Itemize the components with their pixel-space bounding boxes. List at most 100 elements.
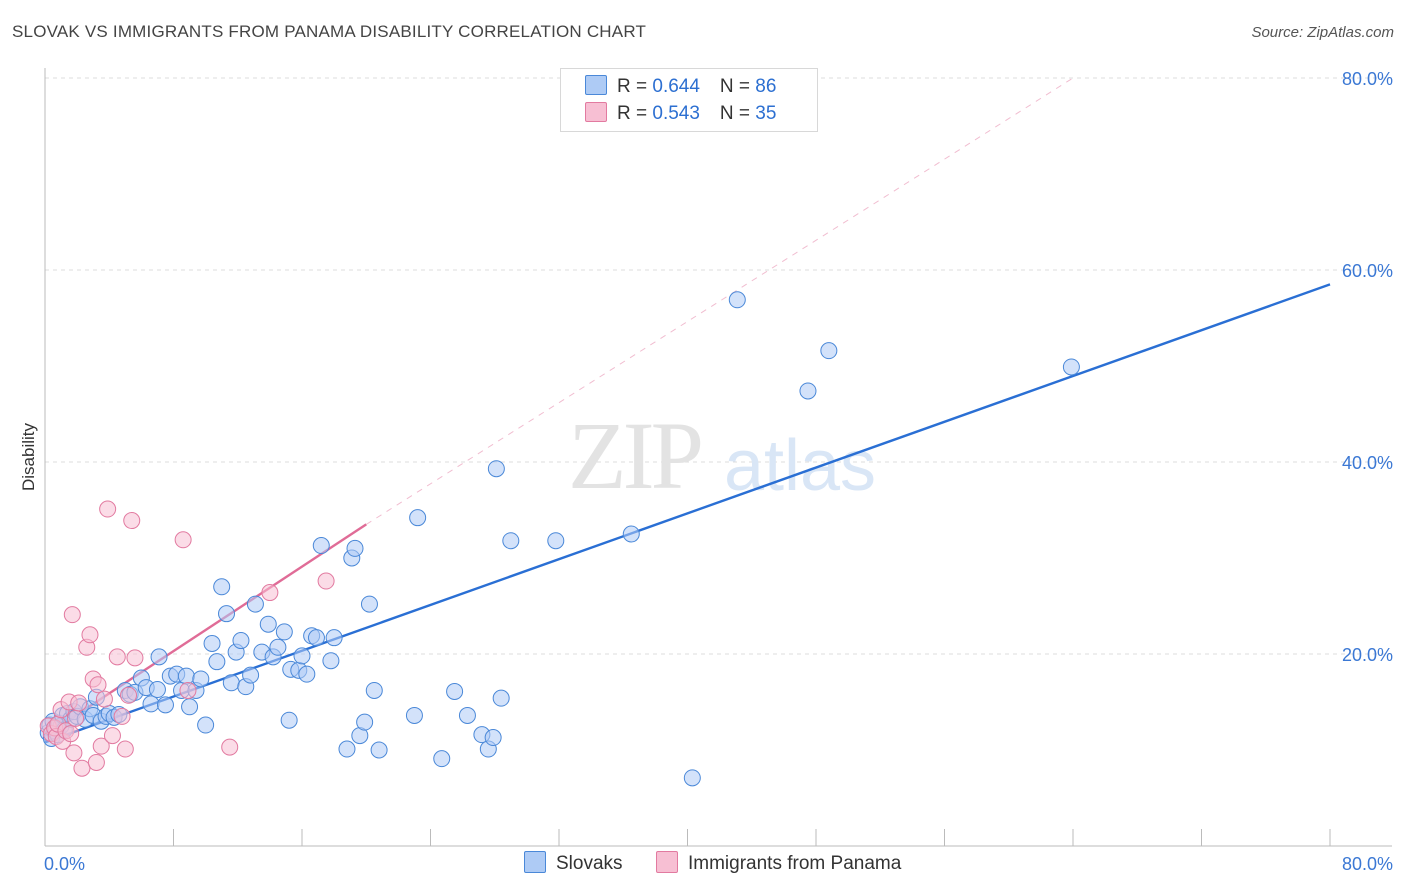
data-point-slovaks [365,681,383,699]
data-point-slovaks [269,638,287,656]
data-point-slovaks [150,648,168,666]
legend-r-value: 0.543 [652,103,700,124]
legend-n-label: N = [719,103,756,124]
data-point-slovaks [203,634,221,652]
data-point-slovaks [312,537,330,555]
data-point-slovaks [280,711,298,729]
data-point-panama [89,676,107,694]
x-tick-label: 80.0% [1342,854,1393,874]
data-point-slovaks [232,632,250,650]
stats-legend: R = 0.644 N = 86 R = 0.543 N = 35 [560,68,818,132]
data-point-slovaks [405,706,423,724]
data-point-slovaks [458,706,476,724]
data-point-slovaks [360,595,378,613]
data-point-panama [81,626,99,644]
data-point-panama [317,572,335,590]
trendline-slovaks [44,283,1331,744]
y-axis-label: Disability [19,422,38,491]
data-point-panama [103,727,121,745]
data-point-panama [99,500,117,518]
data-point-slovaks [547,532,565,550]
data-point-slovaks [298,665,316,683]
data-point-slovaks [222,674,240,692]
data-point-slovaks [820,342,838,360]
data-point-panama [87,753,105,771]
watermark-zip: ZIP [568,402,701,509]
data-point-slovaks [259,615,277,633]
data-point-panama [62,725,80,743]
y-tick-label: 60.0% [1342,261,1393,281]
legend-n-label: N = [719,76,756,97]
data-point-panama [126,649,144,667]
watermark: ZIP atlas [568,402,876,509]
legend-n-value: 86 [755,76,777,97]
data-point-slovaks [208,653,226,671]
legend-swatch-panama [585,102,607,122]
watermark-atlas: atlas [724,426,876,506]
data-point-slovaks [622,525,640,543]
legend-r-value: 0.644 [652,76,700,97]
data-point-slovaks [409,509,427,527]
legend-n-value: 35 [755,103,777,124]
data-point-panama [123,512,141,530]
data-point-slovaks [322,652,340,670]
trendline-panama-extension [365,77,1074,525]
data-point-panama [65,744,83,762]
data-point-panama [67,709,85,727]
data-point-slovaks [275,623,293,641]
chart-source: Source: ZipAtlas.com [1251,24,1394,41]
data-point-slovaks [197,716,215,734]
data-point-panama [108,648,126,666]
legend-swatch-slovaks [585,75,607,95]
data-point-slovaks [213,578,231,596]
data-point-slovaks [683,769,701,787]
data-point-slovaks [218,605,236,623]
data-point-slovaks [242,666,260,684]
data-point-slovaks [142,695,160,713]
axis-layer [44,68,1392,847]
legend-row-panama: R = 0.543 N = 35 [585,102,776,128]
grid-layer [45,77,1392,655]
chart-title: SLOVAK VS IMMIGRANTS FROM PANAMA DISABIL… [12,22,647,41]
data-point-panama [221,738,239,756]
data-point-slovaks [356,713,374,731]
data-point-slovaks [370,741,388,759]
bottom-legend-label-panama: Immigrants from Panama [688,853,902,874]
data-point-slovaks [148,681,166,699]
data-point-slovaks [177,667,195,685]
y-tick-label: 80.0% [1342,69,1393,89]
data-point-panama [116,740,134,758]
bottom-legend-slovaks: Slovaks [524,851,623,875]
data-point-slovaks [192,670,210,688]
data-point-slovaks [246,595,264,613]
data-point-panama [179,681,197,699]
data-point-panama [120,686,138,704]
data-point-panama [92,737,110,755]
legend-row-slovaks: R = 0.644 N = 86 [585,75,776,101]
data-point-slovaks [502,532,520,550]
data-point-slovaks [799,382,817,400]
data-point-slovaks [325,629,343,647]
data-point-panama [95,690,113,708]
data-point-slovaks [338,740,356,758]
data-point-slovaks [156,696,174,714]
data-point-panama [113,707,131,725]
data-point-slovaks [307,629,325,647]
data-point-slovaks [1062,358,1080,376]
legend-r-label: R = [617,103,653,124]
data-point-panama [174,531,192,549]
data-point-slovaks [293,647,311,665]
data-point-slovaks [346,539,364,557]
x-tick-label: 0.0% [44,854,85,874]
data-point-slovaks [181,698,199,716]
data-point-slovaks [728,291,746,309]
y-tick-label: 40.0% [1342,453,1393,473]
data-point-slovaks [492,689,510,707]
y-tick-label: 20.0% [1342,645,1393,665]
data-point-panama [261,584,279,602]
bottom-legend-swatch-slovaks [524,851,546,873]
points-layer [39,291,1080,787]
tick-label-layer: 20.0% 40.0% 60.0% 80.0% 0.0% 80.0% [44,69,1393,874]
data-point-slovaks [484,729,502,747]
